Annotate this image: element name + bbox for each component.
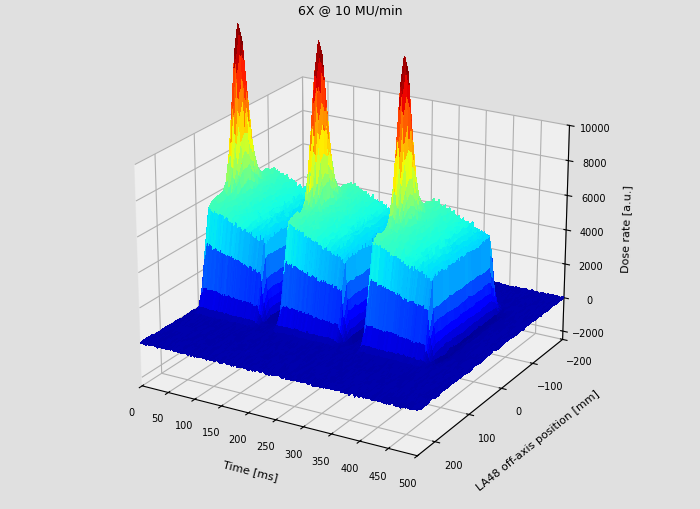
X-axis label: Time [ms]: Time [ms] (223, 459, 279, 483)
Y-axis label: LA48 off-axis position [mm]: LA48 off-axis position [mm] (475, 388, 601, 492)
Title: 6X @ 10 MU/min: 6X @ 10 MU/min (298, 4, 402, 17)
